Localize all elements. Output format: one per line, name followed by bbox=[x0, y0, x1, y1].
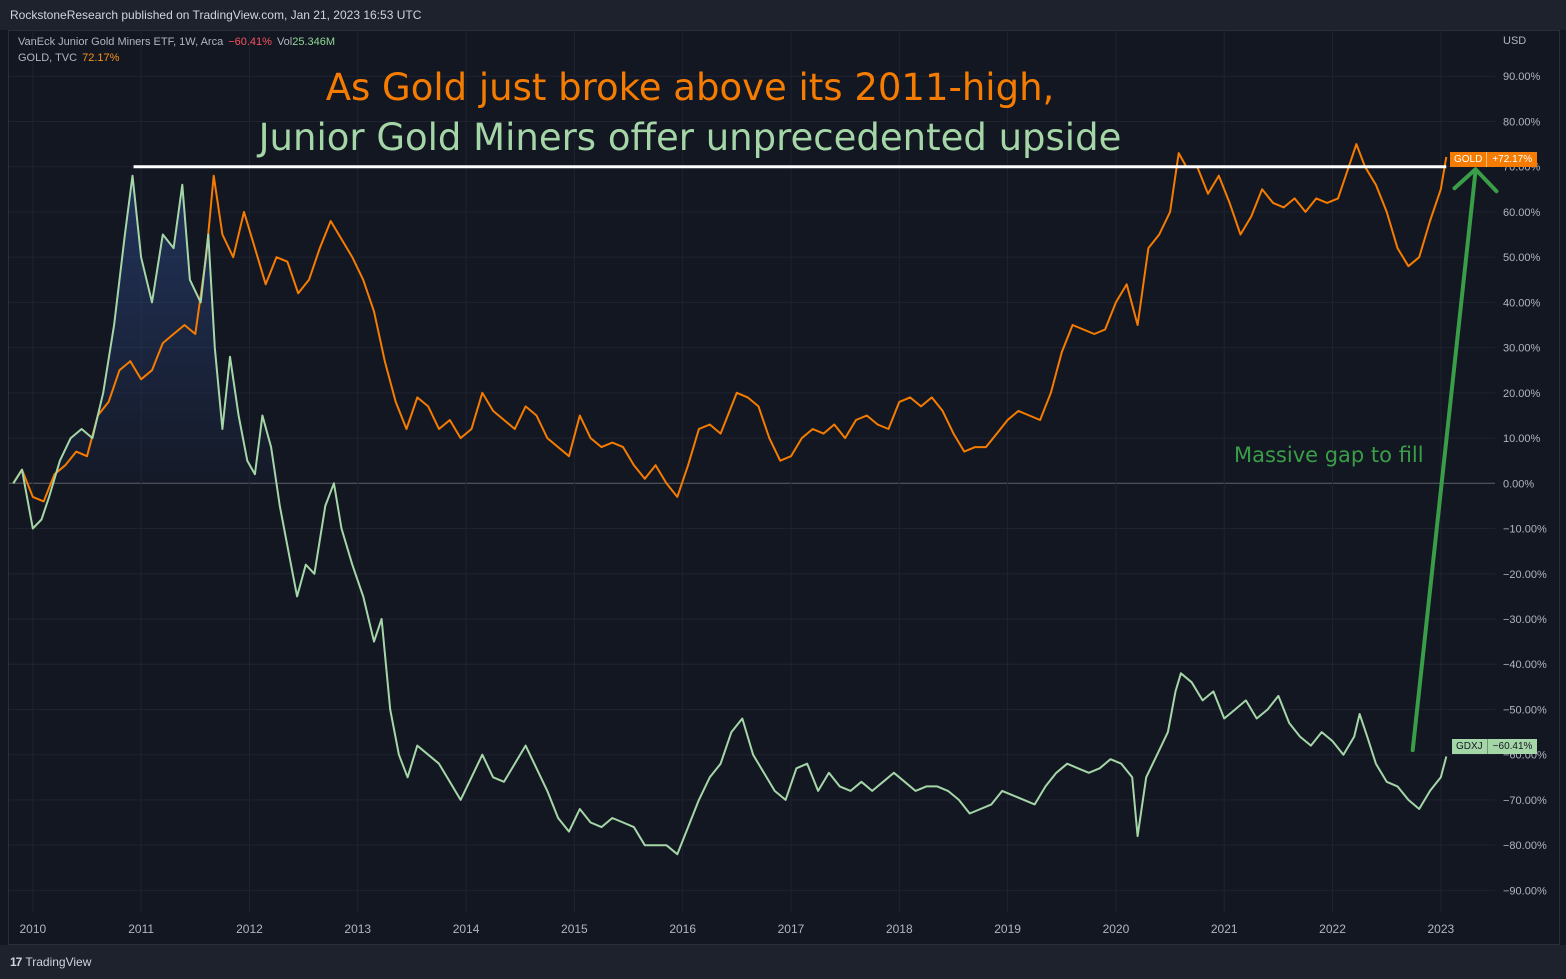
y-tick-label: 10.00% bbox=[1503, 433, 1541, 445]
tradingview-brand: TradingView bbox=[25, 955, 92, 969]
y-tick-label: −20.00% bbox=[1503, 569, 1547, 581]
gap-arrow-head bbox=[1452, 167, 1499, 194]
y-tick-label: 0.00% bbox=[1503, 478, 1534, 490]
chart-panel[interactable] bbox=[8, 30, 1560, 945]
y-tick-label: 50.00% bbox=[1503, 252, 1541, 264]
y-tick-label: −90.00% bbox=[1503, 885, 1547, 897]
x-tick-label: 2015 bbox=[561, 922, 588, 936]
legend-gold[interactable]: GOLD, TVC 72.17% bbox=[18, 52, 119, 64]
x-tick-label: 2012 bbox=[236, 922, 263, 936]
y-tick-label: −50.00% bbox=[1503, 704, 1547, 716]
legend-gdxj[interactable]: VanEck Junior Gold Miners ETF, 1W, Arca −… bbox=[18, 36, 335, 48]
y-tick-label: 20.00% bbox=[1503, 388, 1541, 400]
x-tick-label: 2023 bbox=[1427, 922, 1454, 936]
tradingview-logo-icon: 17 bbox=[10, 955, 22, 969]
legend-volume-value: 25.346M bbox=[292, 36, 336, 48]
gdxj-tag-value: −60.41% bbox=[1486, 739, 1538, 754]
gdxj-tag-name: GDXJ bbox=[1456, 741, 1483, 752]
headline-miners: Junior Gold Miners offer unprecedented u… bbox=[258, 116, 1122, 159]
gdxj-price-tag: GDXJ −60.41% bbox=[1452, 739, 1538, 754]
publish-header: RockstoneResearch published on TradingVi… bbox=[0, 0, 1566, 30]
overlay-annotations bbox=[133, 165, 1499, 753]
x-tick-label: 2018 bbox=[886, 922, 913, 936]
y-tick-label: 60.00% bbox=[1503, 207, 1541, 219]
series-line-gdxj bbox=[12, 174, 1448, 856]
gdxj-area-fill bbox=[13, 175, 280, 484]
x-tick-label: 2017 bbox=[778, 922, 805, 936]
gold-price-tag: GOLD +72.17% bbox=[1450, 152, 1538, 167]
legend-gold-name: GOLD, TVC bbox=[18, 52, 78, 64]
x-tick-label: 2013 bbox=[344, 922, 371, 936]
legend-gdxj-change: −60.41% bbox=[228, 36, 272, 48]
y-tick-label: −40.00% bbox=[1503, 659, 1547, 671]
x-tick-label: 2020 bbox=[1103, 922, 1130, 936]
x-tick-label: 2011 bbox=[128, 922, 154, 936]
gap-annotation: Massive gap to fill bbox=[1234, 443, 1424, 467]
y-tick-label: 90.00% bbox=[1503, 71, 1541, 83]
x-tick-label: 2019 bbox=[994, 922, 1021, 936]
y-tick-label: 80.00% bbox=[1503, 116, 1541, 128]
x-tick-label: 2021 bbox=[1211, 922, 1238, 936]
y-tick-label: −80.00% bbox=[1503, 840, 1547, 852]
headline-gold: As Gold just broke above its 2011-high, bbox=[325, 66, 1055, 109]
legend-volume-label: Vol bbox=[276, 36, 293, 48]
series-lines bbox=[12, 143, 1448, 856]
x-tick-label: 2014 bbox=[453, 922, 480, 936]
publish-info: RockstoneResearch published on TradingVi… bbox=[10, 8, 422, 22]
y-tick-label: −30.00% bbox=[1503, 614, 1547, 626]
legend-gold-change: 72.17% bbox=[82, 52, 120, 64]
tradingview-logo[interactable]: 17 TradingView bbox=[10, 955, 91, 969]
y-tick-label: 30.00% bbox=[1503, 343, 1541, 355]
y-tick-label: 40.00% bbox=[1503, 297, 1541, 309]
gold-tag-name: GOLD bbox=[1454, 154, 1483, 165]
gdxj-fill-area bbox=[13, 175, 280, 484]
x-tick-label: 2010 bbox=[19, 922, 46, 936]
gold-tag-value: +72.17% bbox=[1486, 152, 1537, 167]
x-tick-label: 2022 bbox=[1319, 922, 1346, 936]
y-axis[interactable]: 90.00%80.00%70.00%60.00%50.00%40.00%30.0… bbox=[1503, 71, 1547, 897]
legend-gdxj-name: VanEck Junior Gold Miners ETF, 1W, Arca bbox=[18, 36, 224, 48]
y-tick-label: −10.00% bbox=[1503, 524, 1547, 536]
gap-arrow-shaft bbox=[1410, 169, 1478, 753]
y-tick-label: −70.00% bbox=[1503, 795, 1547, 807]
x-tick-label: 2016 bbox=[669, 922, 696, 936]
footer-bar: 17 TradingView bbox=[0, 945, 1566, 979]
currency-label: USD bbox=[1503, 35, 1527, 47]
x-axis[interactable]: 2010 2011 2012 2013 2014 2015 2016 2017 2018 2019… bbox=[19, 922, 1454, 936]
series-line-gold bbox=[12, 143, 1448, 503]
